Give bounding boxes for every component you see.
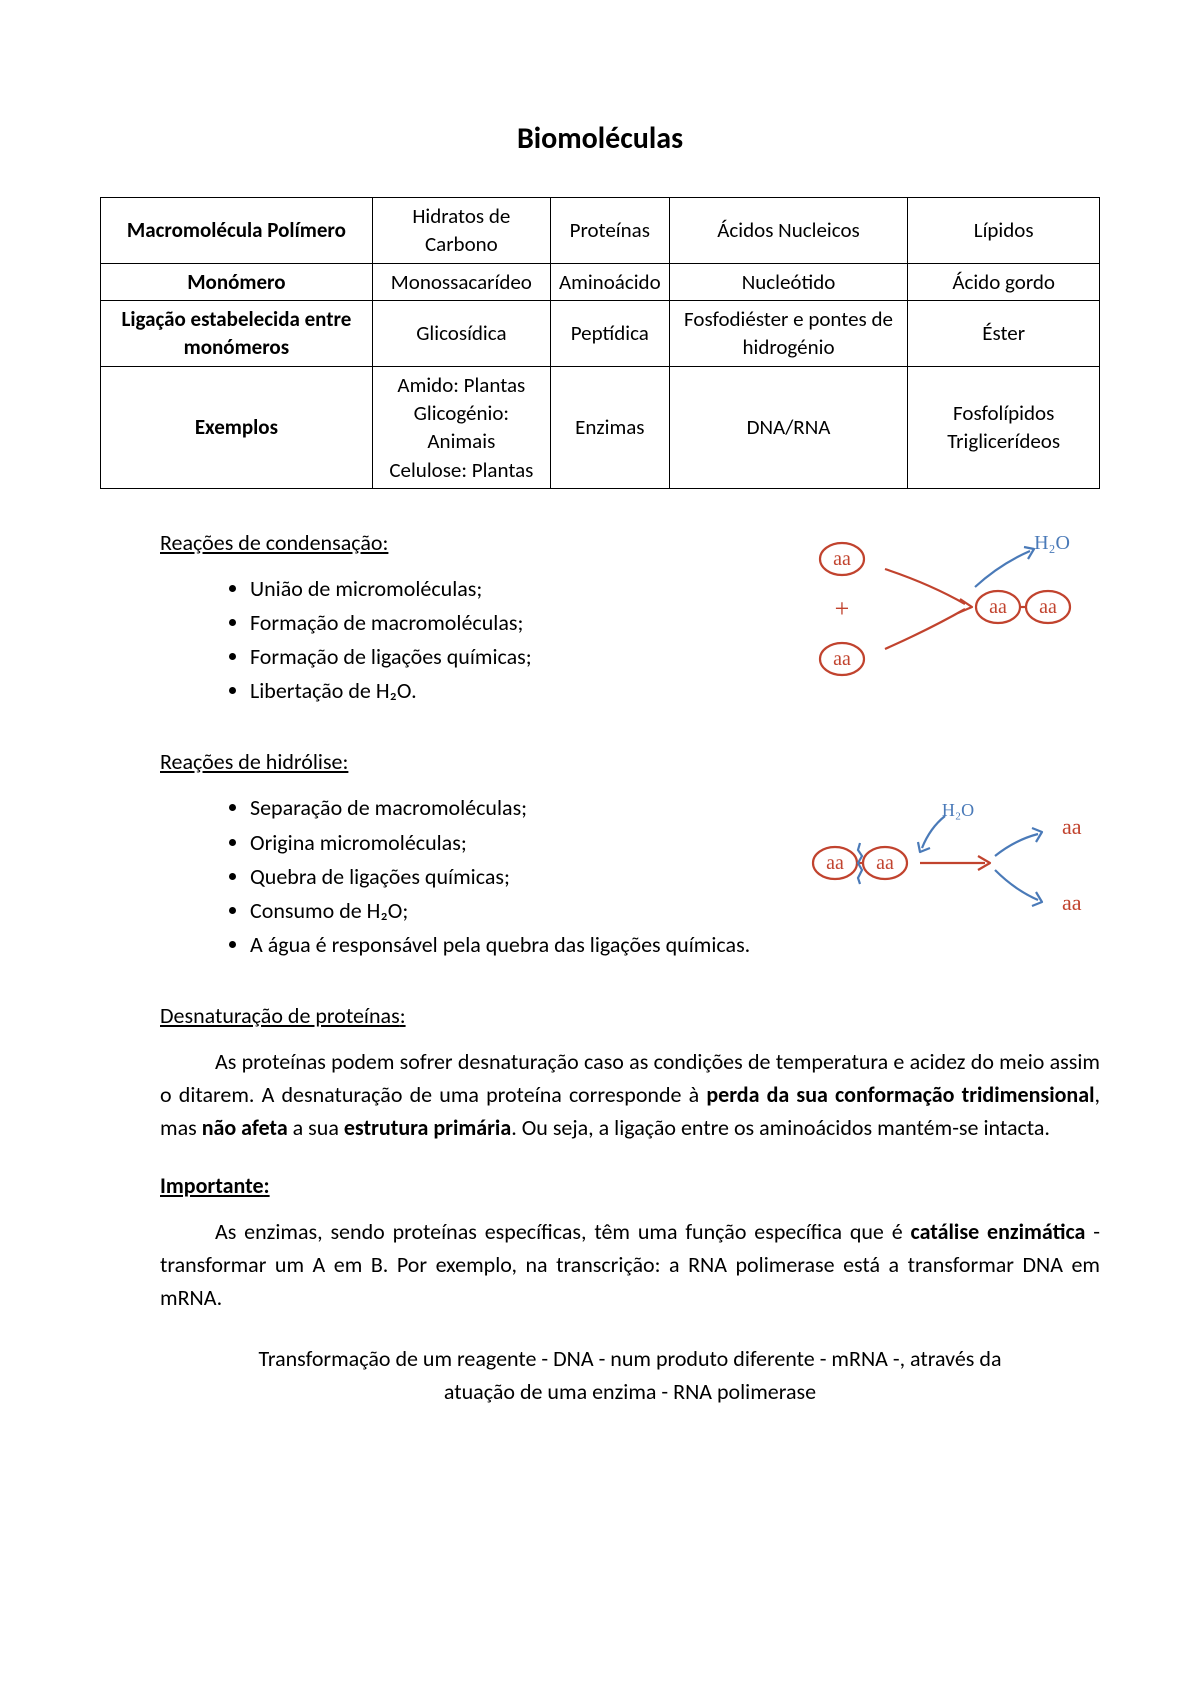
aa-label: aa (833, 548, 851, 570)
row-header: Macromolécula Polímero (101, 198, 373, 264)
aa-label: aa (989, 596, 1007, 618)
section-heading: Reações de hidrólise: (160, 748, 780, 775)
table-row: Monómero Monossacarídeo Aminoácido Nucle… (101, 263, 1100, 300)
cell-text: Fosfodiéster e pontes de hidrogénio (684, 306, 893, 360)
table-row: Ligação estabelecida entre monómeros Gli… (101, 301, 1100, 367)
aa-label: aa (826, 852, 844, 874)
transformation-note: Transformação de um reagente - DNA - num… (250, 1342, 1010, 1408)
page: Biomoléculas Macromolécula Polímero Hidr… (0, 0, 1200, 1488)
text-run: . Ou seja, a ligação entre os aminoácido… (511, 1114, 1050, 1141)
text-run: As enzimas, sendo proteínas específicas,… (215, 1218, 911, 1245)
section-heading: Desnaturação de proteínas: (160, 1002, 1100, 1029)
h2o-label: H₂O (942, 800, 974, 820)
biomolecules-table: Macromolécula Polímero Hidratos de Carbo… (100, 197, 1100, 489)
text-run-bold: estrutura primária (344, 1114, 511, 1141)
table-cell: Hidratos de Carbono (372, 198, 550, 264)
cell-text: Ácidos Nucleicos (717, 217, 859, 243)
cell-text: Amido: Plantas Glicogénio: Animais Celul… (389, 372, 533, 483)
cell-text: Monossacarídeo (391, 269, 532, 295)
heading-text: Desnaturação de proteínas (160, 1002, 400, 1029)
diagram-svg: aa aa H₂O aa aa (800, 798, 1090, 938)
aa-label: aa (1062, 814, 1082, 839)
cell-text: Glicosídica (416, 320, 506, 346)
table-cell: Aminoácido (550, 263, 669, 300)
list-item: A água é responsável pela quebra das lig… (250, 928, 780, 962)
list-item: Separação de macromoléculas; (250, 791, 780, 825)
condensation-text: Reações de condensação: União de micromo… (160, 529, 780, 740)
table-cell: Glicosídica (372, 301, 550, 367)
cell-text: Nucleótido (742, 269, 836, 295)
table-row: Macromolécula Polímero Hidratos de Carbo… (101, 198, 1100, 264)
table-cell: Enzimas (550, 366, 669, 488)
row-header: Ligação estabelecida entre monómeros (101, 301, 373, 367)
cell-text: Proteínas (570, 217, 650, 243)
table-cell: DNA/RNA (669, 366, 908, 488)
hydrolysis-text: Reações de hidrólise: Separação de macro… (160, 748, 780, 993)
list-item: União de micromoléculas; (250, 572, 780, 606)
row-header: Exemplos (101, 366, 373, 488)
row-header: Monómero (101, 263, 373, 300)
cell-text: Fosfolípidos Triglicerídeos (947, 400, 1060, 454)
cell-text: Hidratos de Carbono (412, 203, 510, 257)
hydrolysis-section: Reações de hidrólise: Separação de macro… (160, 748, 1100, 993)
cell-text: Macromolécula Polímero (127, 217, 346, 243)
cell-text: Peptídica (571, 320, 649, 346)
condensation-diagram: aa aa + aa aa H₂O (800, 529, 1100, 704)
table-cell: Fosfodiéster e pontes de hidrogénio (669, 301, 908, 367)
h2o-label: H₂O (1034, 532, 1070, 554)
table-cell: Proteínas (550, 198, 669, 264)
cell-text: Lípidos (974, 217, 1034, 243)
aa-label: aa (876, 852, 894, 874)
denaturation-paragraph: As proteínas podem sofrer desnaturação c… (160, 1045, 1100, 1144)
list-item: Libertação de H₂O. (250, 674, 780, 708)
list-item: Origina micromoléculas; (250, 826, 780, 860)
heading-text: Reações de hidrólise (160, 748, 343, 775)
aa-label: aa (833, 648, 851, 670)
list-item: Formação de macromoléculas; (250, 606, 780, 640)
table-cell: Nucleótido (669, 263, 908, 300)
heading-text: Importante (160, 1172, 264, 1199)
plus-label: + (835, 594, 850, 623)
text-run-bold: catálise enzimática (911, 1218, 1086, 1245)
cell-text: DNA/RNA (747, 414, 831, 440)
table-cell: Éster (908, 301, 1100, 367)
aa-label: aa (1039, 596, 1057, 618)
page-title: Biomoléculas (100, 120, 1100, 157)
heading-text: Reações de condensação (160, 529, 383, 556)
cell-text: Exemplos (195, 414, 278, 440)
diagram-svg: aa aa + aa aa H₂O (800, 529, 1090, 699)
table-cell: Ácidos Nucleicos (669, 198, 908, 264)
hydrolysis-diagram: aa aa H₂O aa aa (800, 748, 1100, 943)
cell-text: Enzimas (575, 414, 644, 440)
list-item: Consumo de H₂O; (250, 894, 780, 928)
text-run: a sua (288, 1114, 344, 1141)
cell-text: Aminoácido (559, 269, 661, 295)
hydrolysis-list: Separação de macromoléculas; Origina mic… (160, 791, 780, 961)
cell-text: Monómero (187, 269, 285, 295)
table-cell: Fosfolípidos Triglicerídeos (908, 366, 1100, 488)
important-paragraph: As enzimas, sendo proteínas específicas,… (160, 1215, 1100, 1314)
condensation-section: Reações de condensação: União de micromo… (160, 529, 1100, 740)
table-cell: Amido: Plantas Glicogénio: Animais Celul… (372, 366, 550, 488)
condensation-list: União de micromoléculas; Formação de mac… (160, 572, 780, 708)
cell-text: Ácido gordo (952, 269, 1055, 295)
table-cell: Lípidos (908, 198, 1100, 264)
table-cell: Ácido gordo (908, 263, 1100, 300)
aa-label: aa (1062, 890, 1082, 915)
list-item: Formação de ligações químicas; (250, 640, 780, 674)
text-run-bold: não afeta (202, 1114, 288, 1141)
table-cell: Monossacarídeo (372, 263, 550, 300)
table-row: Exemplos Amido: Plantas Glicogénio: Anim… (101, 366, 1100, 488)
text-run-bold: perda da sua conformação tridimensional (706, 1081, 1094, 1108)
table-cell: Peptídica (550, 301, 669, 367)
cell-text: Éster (982, 320, 1025, 346)
cell-text: Ligação estabelecida entre monómeros (121, 306, 351, 360)
list-item: Quebra de ligações químicas; (250, 860, 780, 894)
section-heading: Importante: (160, 1172, 1100, 1199)
section-heading: Reações de condensação: (160, 529, 780, 556)
content-block: Reações de condensação: União de micromo… (160, 529, 1100, 1408)
